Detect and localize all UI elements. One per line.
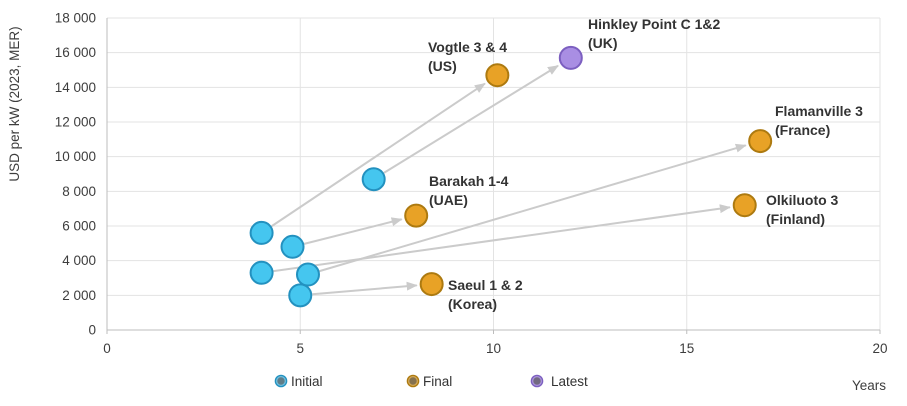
tick-layer: 0 2 000 4 000 6 000 8 000 10 000 12 000 14 000 1… [55, 11, 888, 357]
label-hinkley: (UK) [588, 35, 618, 51]
y-tick-label: 18 000 [55, 11, 96, 26]
y-tick-label: 10 000 [55, 149, 96, 164]
legend: Initial Final Latest [274, 374, 588, 389]
arrow-barakah [303, 217, 403, 245]
arrow-saeul [312, 281, 418, 296]
arrow-hinkley [383, 64, 559, 174]
legend-label-initial: Initial [291, 374, 323, 389]
axis-layer [106, 18, 881, 334]
point-hinkley-latest [558, 45, 583, 70]
label-vogtle: (US) [428, 58, 457, 74]
label-vogtle: Vogtle 3 & 4 [428, 39, 507, 55]
point-layer [249, 45, 773, 308]
point-barakah-final [404, 203, 429, 228]
arrow-layer [271, 64, 747, 296]
legend-item-initial: Initial [274, 374, 323, 389]
label-saeul: (Korea) [448, 296, 497, 312]
legend-item-latest: Latest [530, 374, 588, 389]
y-tick-label: 0 [88, 323, 96, 338]
x-tick-label: 15 [679, 341, 694, 356]
label-flamanville: (France) [775, 122, 830, 138]
point-vogtle-final [485, 63, 510, 88]
y-tick-label: 16 000 [55, 45, 96, 60]
y-tick-label: 4 000 [62, 253, 96, 268]
point-barakah-initial [280, 234, 305, 259]
final-legend-marker-fill [408, 376, 418, 386]
legend-label-latest: Latest [551, 374, 588, 389]
point-flamanville-final [748, 129, 773, 154]
x-tick-label: 5 [296, 341, 304, 356]
label-hinkley: Hinkley Point C 1&2 [588, 16, 720, 32]
arrow-vogtle [271, 82, 486, 228]
y-tick-label: 12 000 [55, 115, 96, 130]
label-barakah: Barakah 1-4 [429, 173, 509, 189]
label-saeul: Saeul 1 & 2 [448, 277, 523, 293]
point-olkiluoto-initial [249, 260, 274, 285]
label-olkiluoto: (Finland) [766, 211, 825, 227]
x-tick-label: 20 [872, 341, 887, 356]
point-flamanville-initial [295, 262, 320, 287]
latest-legend-marker-fill [532, 376, 542, 386]
y-tick-label: 6 000 [62, 219, 96, 234]
legend-item-final: Final [406, 374, 452, 389]
point-saeul-final [419, 272, 444, 297]
point-olkiluoto-final [732, 193, 757, 218]
y-tick-label: 14 000 [55, 80, 96, 95]
y-tick-label: 2 000 [62, 288, 96, 303]
label-flamanville: Flamanville 3 [775, 103, 863, 119]
x-tick-label: 10 [486, 341, 501, 356]
legend-label-final: Final [423, 374, 452, 389]
y-tick-label: 8 000 [62, 184, 96, 199]
arrow-flamanville [319, 143, 747, 273]
y-axis-title: USD per kW (2023, MER) [7, 26, 22, 181]
point-hinkley-initial [361, 167, 386, 192]
annotation-layer: Vogtle 3 & 4 (US) Hinkley Point C 1&2 (UK) B… [428, 16, 863, 312]
arrow-olkiluoto [273, 204, 731, 273]
x-axis-title: Years [852, 378, 886, 393]
point-saeul-initial [288, 283, 313, 308]
label-olkiluoto: Olkiluoto 3 [766, 192, 839, 208]
label-barakah: (UAE) [429, 192, 468, 208]
x-tick-label: 0 [103, 341, 111, 356]
point-vogtle-initial [249, 220, 274, 245]
initial-legend-marker-fill [276, 376, 286, 386]
